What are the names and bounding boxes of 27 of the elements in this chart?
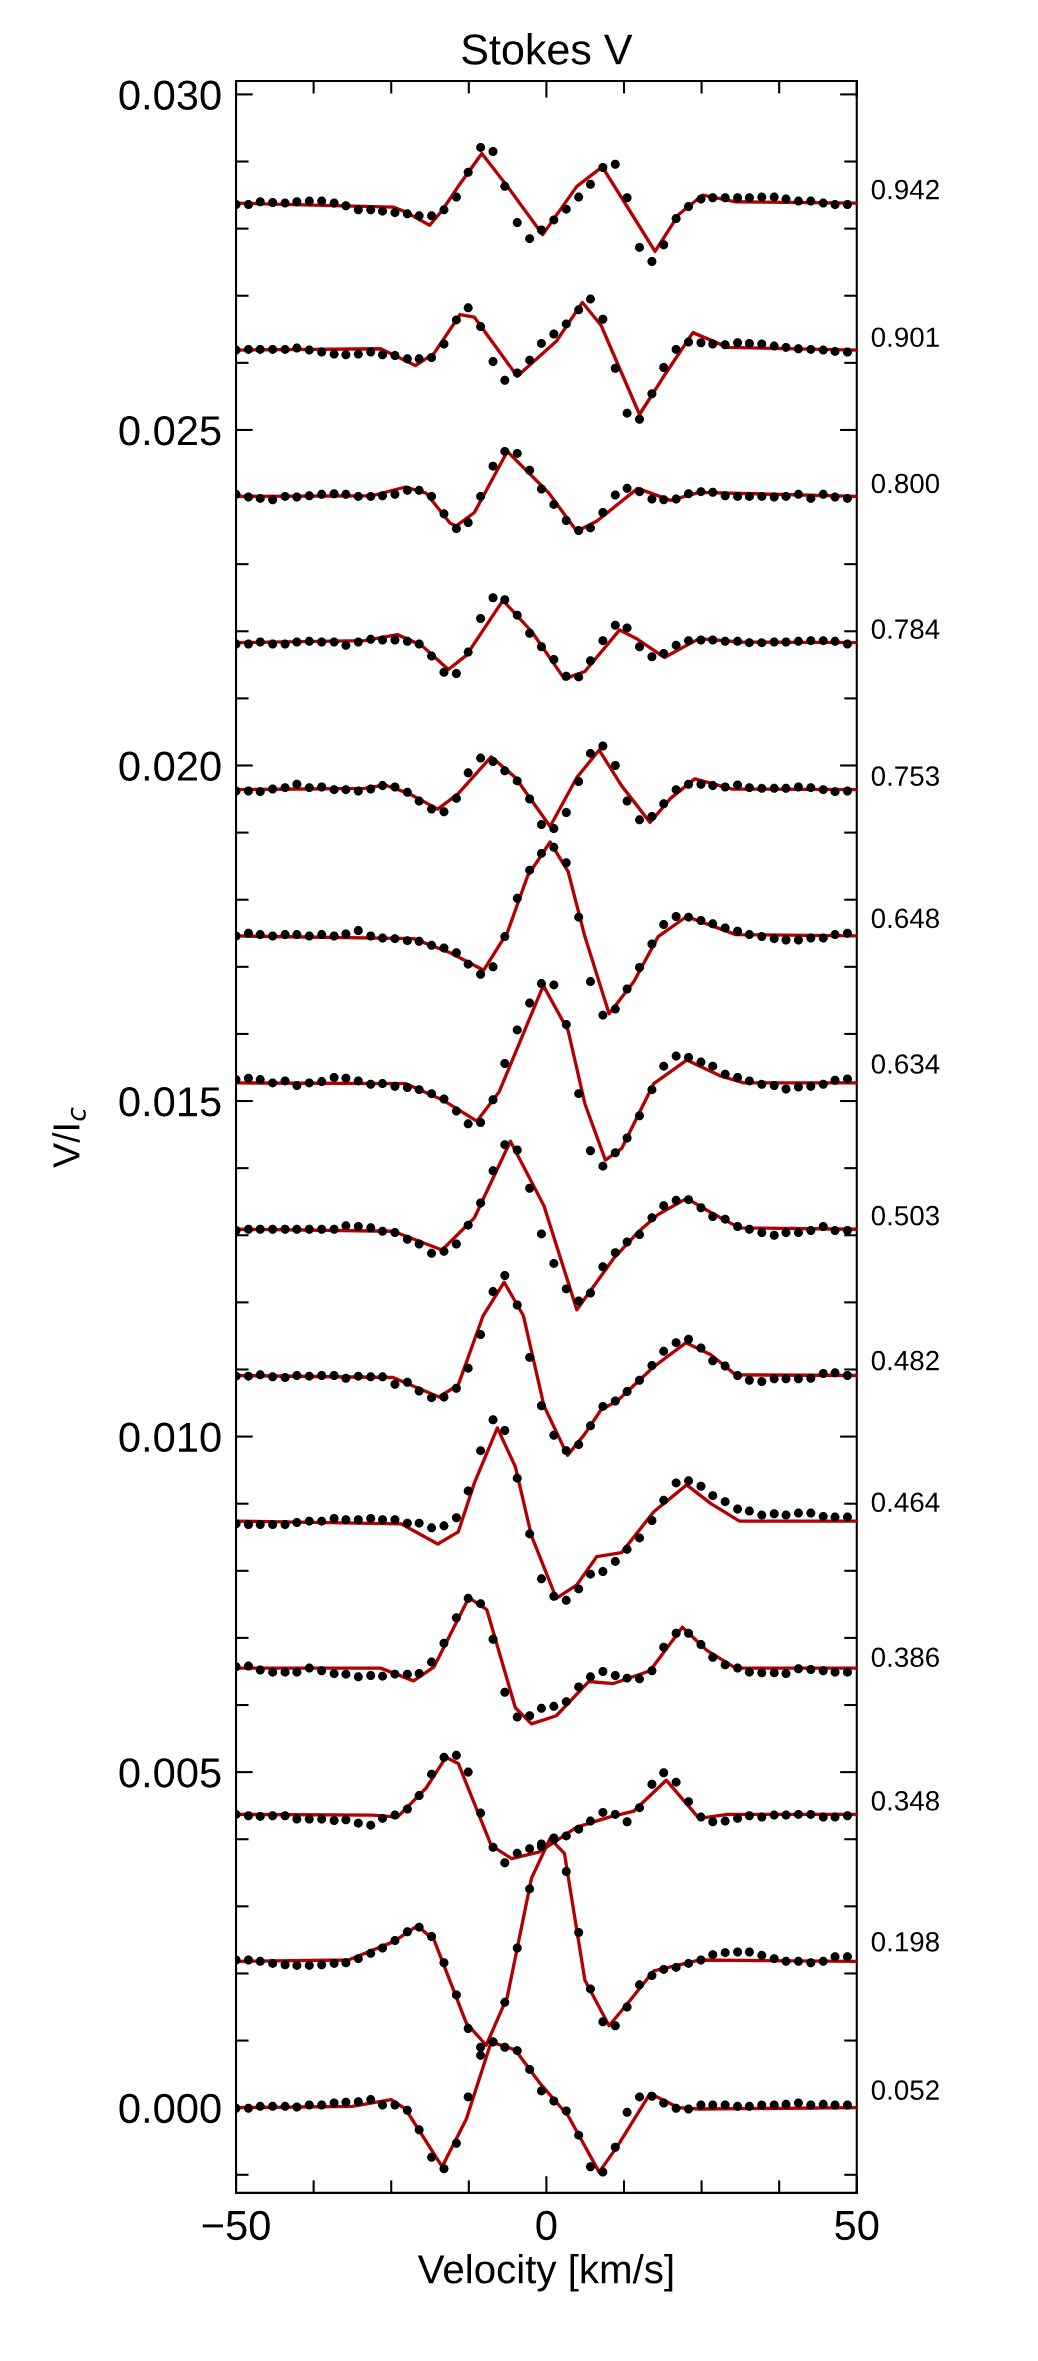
series-label: 0.942: [871, 179, 939, 200]
series-label: 0.198: [871, 1931, 939, 1952]
y-tick-label: 0.015: [119, 1087, 221, 1117]
legend-label: 0.753: [871, 766, 939, 786]
legend-label: 0.386: [871, 1647, 939, 1668]
x-tick-label: 50: [835, 2210, 879, 2241]
legend-label: 0.648: [871, 908, 939, 929]
legend-label: 0.052: [871, 2080, 939, 2100]
legend-label: 0.482: [871, 1350, 939, 1371]
series-label: 0.348: [871, 1791, 939, 1811]
y-tick-label: 0.025: [119, 415, 221, 446]
legend-label: 0.464: [871, 1492, 940, 1513]
legend-label: 0.784: [871, 619, 940, 639]
y-tick-label: 0.005: [119, 1758, 221, 1788]
y-tick-label: 0.010: [119, 1422, 221, 1453]
y-tick-label: 0.030: [119, 80, 221, 110]
series-label: 0.503: [871, 1205, 939, 1226]
y-tick-label: 0.020: [119, 751, 221, 781]
x-tick-label: −50: [202, 2210, 270, 2241]
x-tick-label: 0: [536, 2210, 557, 2241]
y-axis-title: V/I$_{c}$: [52, 1107, 86, 1168]
x-axis-title: Velocity [km/s]: [417, 2253, 673, 2292]
y-tick-label: 0.000: [119, 2093, 221, 2124]
series-label: 0.634: [871, 1054, 940, 1074]
chart-title: Stokes V: [462, 33, 633, 65]
legend-label: 0.800: [871, 473, 940, 494]
series-label: 0.901: [871, 327, 939, 348]
